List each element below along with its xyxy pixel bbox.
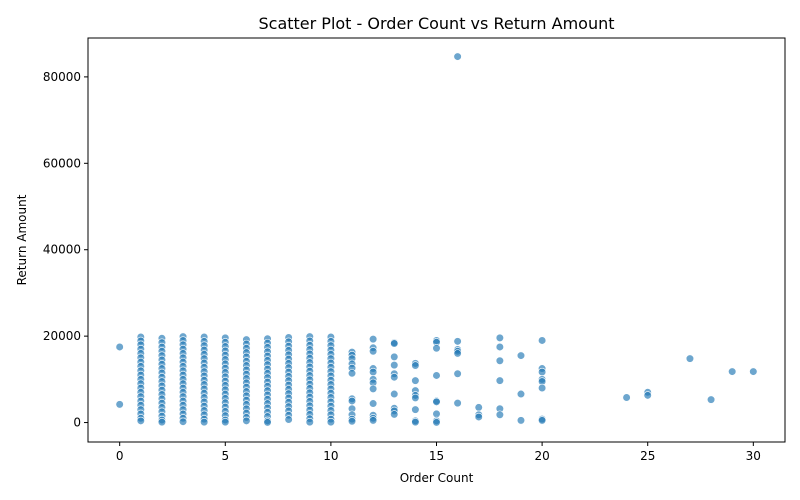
- data-point: [369, 367, 378, 377]
- data-point: [622, 393, 631, 402]
- x-tick-label: 20: [534, 449, 549, 463]
- data-point: [706, 395, 716, 404]
- data-point: [728, 367, 737, 376]
- y-tick-label: 60000: [43, 156, 81, 170]
- data-point: [221, 418, 230, 427]
- y-tick-label: 80000: [43, 70, 81, 84]
- data-point: [453, 349, 462, 358]
- data-point: [390, 410, 399, 419]
- data-point: [411, 418, 420, 427]
- data-point: [263, 418, 272, 427]
- data-point: [326, 418, 335, 427]
- data-point: [495, 356, 504, 365]
- data-point: [411, 361, 420, 370]
- x-axis: 0 5 10 15 20 25 30: [116, 442, 761, 463]
- x-tick-label: 0: [116, 449, 124, 463]
- y-tick-label: 20000: [43, 329, 81, 343]
- data-point: [411, 376, 420, 385]
- data-point: [305, 418, 314, 427]
- data-point: [390, 389, 399, 399]
- data-point: [538, 336, 547, 345]
- data-point: [495, 333, 504, 342]
- data-point: [347, 369, 357, 378]
- data-point: [432, 418, 441, 427]
- data-point: [538, 367, 547, 377]
- data-point: [115, 400, 124, 409]
- data-point: [432, 409, 441, 419]
- data-point: [495, 342, 504, 352]
- data-point: [643, 391, 652, 400]
- data-point: [432, 371, 441, 380]
- chart-title: Scatter Plot - Order Count vs Return Amo…: [258, 14, 614, 33]
- data-point: [411, 405, 420, 414]
- data-point: [411, 393, 420, 403]
- data-point: [390, 360, 399, 370]
- data-point: [242, 416, 251, 425]
- y-axis-label: Return Amount: [15, 194, 29, 285]
- data-point: [516, 416, 526, 425]
- data-point: [157, 418, 167, 427]
- data-point: [115, 342, 124, 352]
- data-point: [749, 367, 758, 376]
- data-point: [284, 415, 293, 424]
- x-tick-label: 30: [746, 449, 761, 463]
- data-point: [516, 389, 526, 399]
- data-point: [685, 354, 695, 363]
- data-point: [516, 351, 526, 360]
- data-point: [136, 416, 145, 425]
- data-point: [347, 396, 357, 406]
- data-point: [390, 373, 399, 382]
- y-tick-label: 40000: [43, 243, 81, 257]
- data-point: [453, 369, 462, 378]
- data-point: [369, 335, 378, 344]
- data-point: [390, 352, 399, 361]
- data-point: [369, 384, 378, 393]
- data-point: [495, 410, 504, 419]
- data-point: [495, 376, 504, 385]
- x-axis-label: Order Count: [400, 471, 474, 485]
- data-point: [432, 397, 441, 406]
- x-tick-label: 10: [323, 449, 338, 463]
- data-point: [390, 339, 399, 348]
- data-point: [200, 418, 209, 427]
- plot-frame: [87, 37, 786, 443]
- data-point: [453, 399, 462, 408]
- data-point: [474, 412, 483, 422]
- data-point: [347, 417, 357, 426]
- y-tick-label: 0: [73, 416, 81, 430]
- data-point: [369, 399, 378, 408]
- data-point: [369, 416, 378, 425]
- data-point: [453, 52, 462, 61]
- data-point: [538, 416, 547, 425]
- points-layer: [115, 52, 758, 427]
- x-tick-label: 25: [640, 449, 655, 463]
- data-point: [432, 344, 441, 353]
- x-tick-label: 15: [429, 449, 444, 463]
- x-tick-label: 5: [221, 449, 229, 463]
- data-point: [538, 383, 547, 393]
- data-point: [453, 337, 462, 346]
- data-point: [178, 417, 188, 426]
- y-axis: 0 20000 40000 60000 80000: [43, 70, 88, 430]
- data-point: [474, 403, 483, 412]
- data-point: [369, 347, 378, 356]
